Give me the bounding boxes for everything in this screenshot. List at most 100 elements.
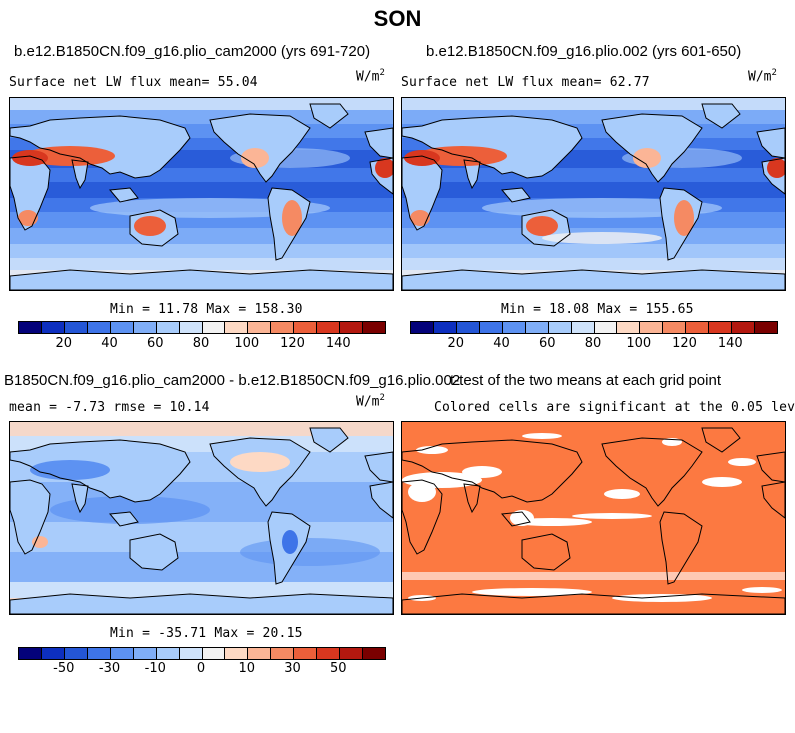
coastline [10,115,191,179]
desert-hotspot [18,210,38,226]
coastline [109,511,139,527]
coastline [209,437,311,507]
map-canvas [10,422,393,614]
coastline [109,187,139,203]
colorbar-cell [411,322,434,333]
colorbar-cell [686,322,710,333]
colorbar-tick-label: 0 [196,661,206,676]
colorbar-cell [19,648,42,659]
land-fill [402,116,582,178]
colorbar-tick-label: 40 [493,336,510,351]
zonal-band [402,168,785,182]
colorbar-cell [663,322,687,333]
colorbar-cell [340,322,364,333]
panel3-case-title: B1850CN.f09_g16.plio_cam2000 - b.e12.B18… [4,372,461,389]
zonal-band [10,244,393,258]
coastline [71,483,89,514]
coastline [659,511,703,585]
insignificant-region [728,458,756,466]
land-fill [402,156,442,230]
coastline [402,115,583,179]
panel2-stat: Surface net LW flux mean= 62.77 [401,75,650,90]
land-fill [365,128,393,158]
panel3-minmax: Min = -35.71 Max = 20.15 [110,626,303,641]
land-fill [10,116,190,178]
coastline [10,269,393,290]
insignificant-region [408,482,436,502]
colorbar-cell [19,322,42,333]
coastline [701,103,741,129]
land-anomaly [230,452,290,472]
desert-hotspot [282,200,302,236]
coastline [309,427,349,453]
insignificant-region [472,588,592,596]
colorbar-cell [548,322,572,333]
panel2-map [401,97,786,291]
colorbar-cell [317,648,341,659]
land-fill [310,428,348,452]
land-fill [602,114,702,182]
zonal-band [10,422,393,436]
colorbar-cell [317,322,341,333]
insignificant-region [742,587,782,593]
coastline [463,159,481,190]
desert-hotspot [134,216,166,236]
panel4-map [401,421,786,615]
desert-hotspot [674,200,694,236]
coastline [501,187,531,203]
coastline [71,159,89,190]
insignificant-region [462,466,502,478]
colorbar-tick-label: 50 [329,661,347,676]
land-fill [365,452,393,482]
ocean-patch [542,232,662,244]
panel1-minmax: Min = 11.78 Max = 158.30 [110,302,303,317]
coastline [402,439,583,503]
insignificant-region [522,433,562,439]
colorbar-cell [202,322,226,333]
map-canvas [10,98,393,290]
panel3-stat: mean = -7.73 rmse = 10.14 [9,400,210,415]
coastline [402,155,443,231]
coastline [756,451,785,483]
colorbar-cell [617,322,641,333]
panel2-case-title: b.e12.B1850CN.f09_g16.plio.002 (yrs 601-… [426,43,742,60]
colorbar-tick-label: -10 [144,661,166,676]
colorbar-tick-label: 100 [234,336,260,351]
zonal-band [402,244,785,258]
coastline [267,511,311,585]
coastline [309,103,349,129]
colorbar-cell [87,648,111,659]
coastline [10,479,51,555]
colorbar-cell [755,322,777,333]
colorbar-cell [363,322,385,333]
land-anomaly [282,530,298,554]
panel2-minmax: Min = 18.08 Max = 155.65 [501,302,694,317]
panel1-case-title: b.e12.B1850CN.f09_g16.plio_cam2000 (yrs … [14,43,371,60]
insignificant-region [702,477,742,487]
panel1-map [9,97,394,291]
map-canvas [402,98,785,290]
panel2-units: W/m2 [748,68,777,85]
colorbar-tick-label: 100 [626,336,652,351]
coastline [402,479,443,555]
coastline [761,481,785,519]
figure-title: SON [373,6,422,31]
colorbar-cell [271,322,295,333]
land-fill [702,104,740,128]
desert-hotspot [410,210,430,226]
colorbar-cell [179,322,203,333]
colorbar-cell [294,322,318,333]
colorbar-cell [502,322,526,333]
coastline [364,127,393,159]
colorbar-cell [363,648,385,659]
zonal-band [10,228,393,244]
colorbar-tick-label: 120 [672,336,697,351]
zonal-band [10,98,393,110]
colorbar-cell [64,648,88,659]
colorbar-cell [640,322,664,333]
colorbar-tick-label: 20 [447,336,465,351]
coastline [10,155,51,231]
colorbar-tick-label: 120 [280,336,305,351]
land-anomaly [30,460,110,480]
ocean-patch [240,538,380,566]
